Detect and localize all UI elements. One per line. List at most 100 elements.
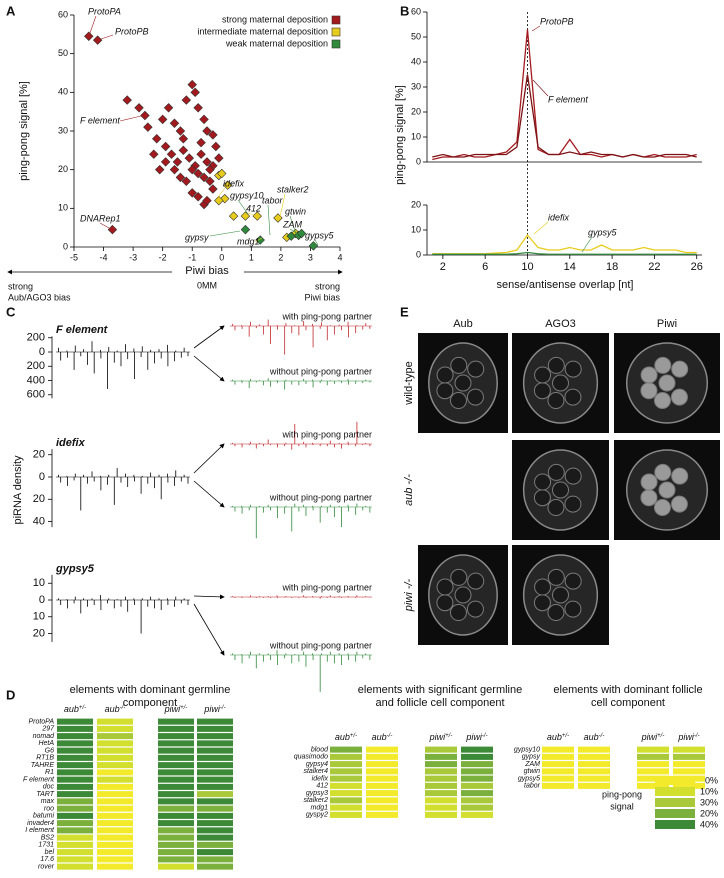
point — [199, 172, 209, 183]
legend-swatch — [655, 798, 695, 807]
point — [84, 31, 94, 41]
nucleus — [564, 572, 582, 590]
heat-cell — [97, 718, 133, 725]
annotation: idefix — [223, 178, 245, 188]
y-tick-label: 60 — [58, 9, 68, 19]
group-title: elements with dominant follicle — [553, 684, 702, 696]
point — [220, 193, 230, 204]
nucleus — [449, 392, 467, 410]
track-arrow — [193, 355, 225, 382]
heat-cell — [578, 782, 610, 789]
gene: aub — [64, 704, 79, 714]
series-label: idefix — [548, 212, 570, 222]
x-tick-label: 0 — [219, 252, 224, 262]
nucleus — [533, 594, 551, 612]
y-tick-label: 10 — [33, 577, 45, 589]
micrograph-column-label: Piwi — [657, 318, 677, 330]
row-label: blood — [311, 746, 329, 753]
point — [160, 141, 171, 152]
point — [193, 192, 203, 202]
point — [149, 149, 159, 159]
group-title: cell component — [591, 697, 665, 709]
heat-cell — [57, 733, 93, 740]
row-label: gtwin — [524, 768, 540, 775]
heat-cell — [425, 782, 457, 789]
heat-cell — [57, 783, 93, 790]
row-label: gypsy4 — [306, 761, 328, 768]
point — [196, 149, 206, 159]
heat-cell — [158, 718, 194, 725]
y-tick-label: 0 — [63, 241, 68, 251]
heat-cell — [425, 761, 457, 768]
nucleus — [564, 360, 582, 378]
heat-cell — [578, 761, 610, 768]
heat-cell — [57, 834, 93, 841]
heat-cell — [197, 791, 233, 798]
point — [240, 224, 251, 235]
heat-cell — [97, 776, 133, 783]
x-tick-label: 26 — [691, 261, 703, 273]
annotation: ProtoPA — [88, 6, 121, 16]
nucleus — [466, 600, 484, 618]
row-label: stalker4 — [303, 768, 328, 775]
heat-cell — [578, 746, 610, 753]
heat-cell — [57, 856, 93, 863]
bias-note: Piwi bias — [304, 292, 340, 302]
heat-cell — [97, 769, 133, 776]
heat-cell — [158, 791, 194, 798]
heat-cell — [57, 791, 93, 798]
heat-cell — [57, 747, 93, 754]
heat-cell — [197, 725, 233, 732]
heat-cell — [425, 775, 457, 782]
genotype: +/- — [562, 733, 569, 739]
row-label: quasimodo — [294, 754, 328, 761]
heat-cell — [97, 725, 133, 732]
genotype: -/- — [694, 733, 700, 739]
heat-cell — [425, 768, 457, 775]
heat-cell — [197, 733, 233, 740]
panel-label: D — [6, 687, 15, 702]
annotation-leader — [314, 239, 319, 246]
x-tick-label: 2 — [440, 261, 446, 273]
row-label: I element — [25, 827, 55, 834]
nucleus — [467, 360, 485, 378]
nucleus — [547, 499, 565, 517]
nucleus — [552, 586, 569, 604]
nucleus — [467, 572, 485, 590]
point — [134, 103, 144, 113]
nucleus — [658, 481, 676, 499]
y-tick-label: 30 — [411, 81, 421, 91]
track-arrow — [193, 594, 225, 600]
row-label: 297 — [41, 726, 55, 733]
element-title: idefix — [56, 437, 86, 449]
heat-cell — [637, 782, 669, 789]
row-label: invader4 — [27, 820, 54, 827]
heat-cell — [158, 733, 194, 740]
heat-cell — [97, 791, 133, 798]
row-label: gypsy3 — [306, 790, 328, 797]
annotation: F element — [80, 115, 120, 125]
point — [187, 164, 197, 175]
nucleus — [547, 568, 565, 586]
heat-cell — [578, 753, 610, 760]
point — [308, 241, 319, 251]
y-tick-label: 20 — [411, 106, 421, 116]
heat-cell — [330, 746, 362, 753]
nucleus — [654, 463, 672, 481]
annotation-leader — [237, 199, 249, 215]
heat-cell — [57, 740, 93, 747]
nucleus — [564, 495, 582, 513]
x-axis-sublabel: 0MM — [197, 280, 217, 290]
micrograph-column-label: Aub — [453, 318, 473, 330]
point — [92, 35, 103, 45]
point — [169, 164, 180, 175]
annotation: gypsy5 — [305, 230, 335, 240]
series-label: ProtoPB — [540, 16, 574, 26]
y-tick-label: 10 — [411, 224, 421, 234]
row-label: TART — [36, 791, 54, 798]
heat-cell — [57, 725, 93, 732]
heat-cell — [366, 761, 398, 768]
heat-cell — [57, 812, 93, 819]
heat-cell — [637, 746, 669, 753]
